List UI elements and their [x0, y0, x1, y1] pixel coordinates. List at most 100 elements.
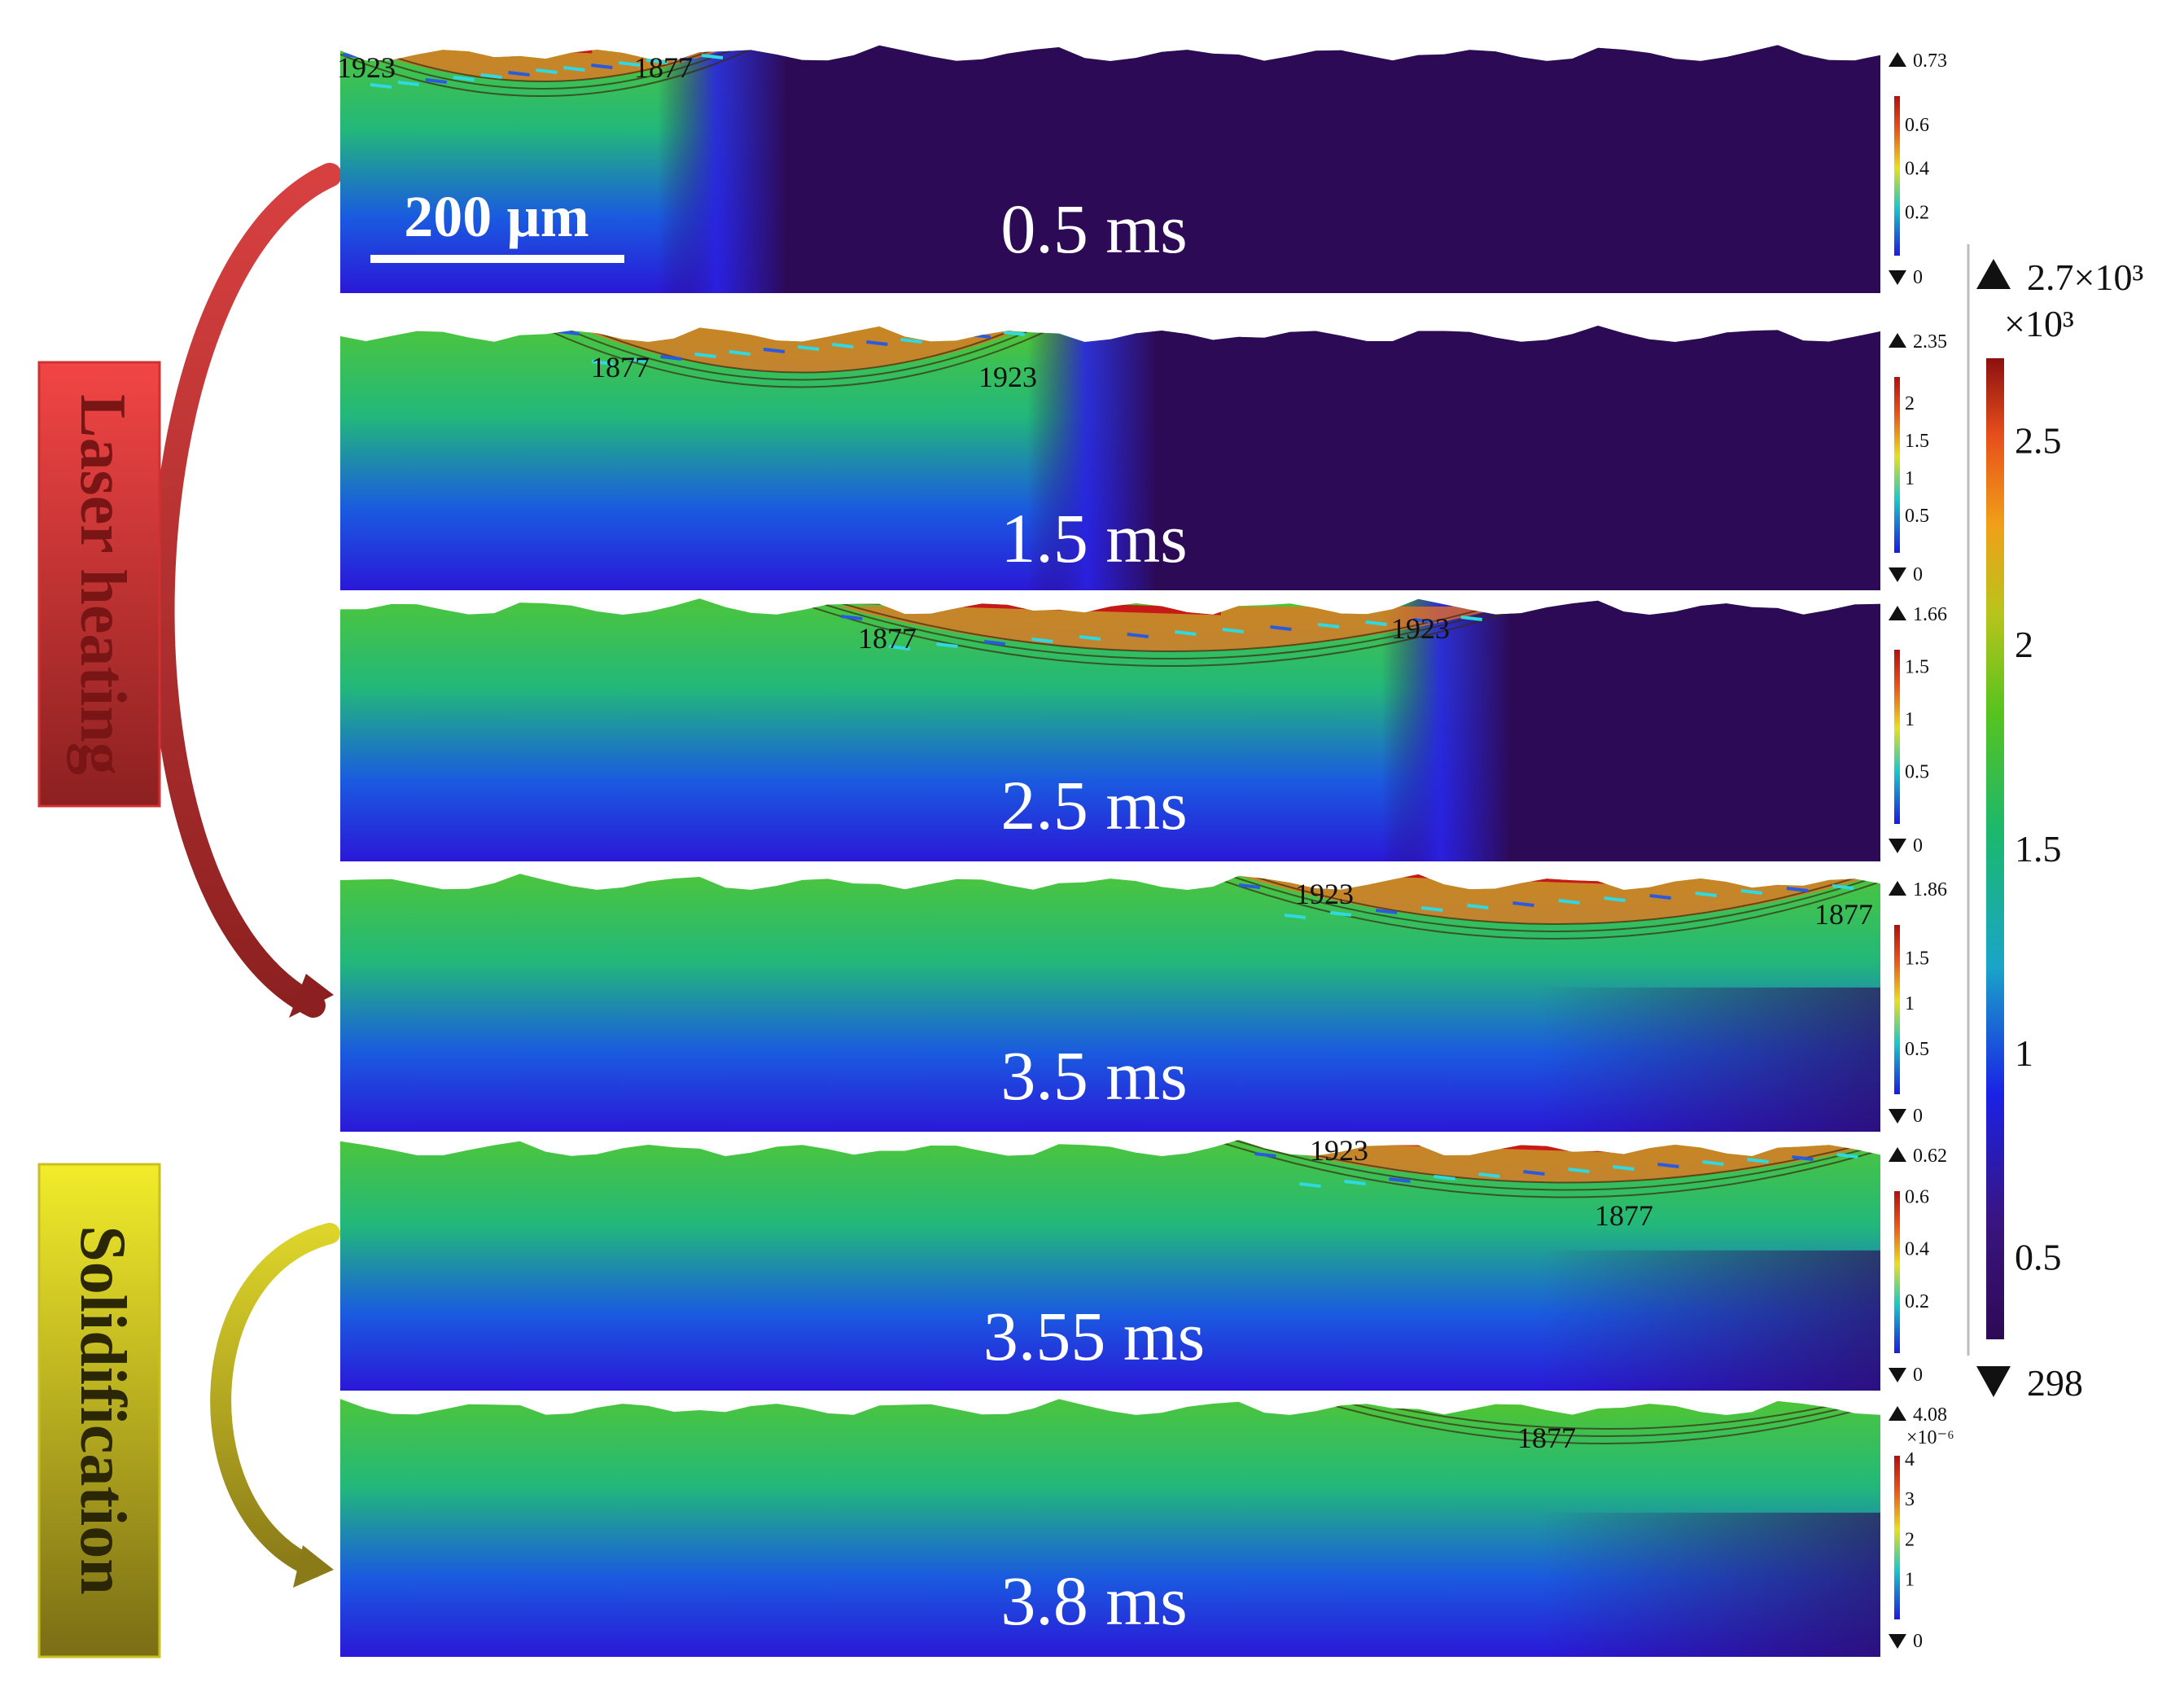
velocity-max-marker [1889, 333, 1906, 348]
velocity-vector [797, 345, 820, 351]
velocity-vector [646, 59, 668, 64]
colorbar-unit-label: ×10³ [2004, 303, 2074, 344]
velocity-max-label: 1.66 [1913, 604, 1947, 625]
velocity-max-label: 2.35 [1913, 331, 1947, 353]
velocity-vector [1786, 887, 1809, 892]
scale-bar-label: 200 µm [404, 184, 589, 249]
isotherm-label: 1877 [1595, 1199, 1653, 1232]
velocity-vector [936, 642, 958, 648]
velocity-vector [660, 355, 682, 361]
velocity-vector [1702, 1160, 1724, 1166]
velocity-vector [536, 68, 558, 74]
isotherm-contour [797, 602, 1539, 667]
velocity-exponent-label: ×10⁻⁶ [1906, 1427, 1954, 1448]
velocity-min-label: 0 [1913, 1106, 1923, 1127]
velocity-tick: 0.5 [1905, 506, 1929, 527]
time-label: 2.5 ms [1000, 766, 1187, 844]
thermal-front [1026, 326, 1158, 590]
velocity-vector [841, 615, 863, 620]
time-label: 3.5 ms [1000, 1036, 1187, 1115]
velocity-vector [480, 73, 502, 79]
time-label: 3.8 ms [1000, 1562, 1187, 1640]
velocity-vector [1317, 623, 1340, 629]
melt-pool [1254, 1144, 1880, 1183]
velocity-vector [831, 343, 854, 348]
velocity-vector [1613, 1165, 1635, 1171]
velocity-tick: 0.5 [1905, 762, 1929, 783]
colorbar-tick: 1.5 [2015, 828, 2062, 870]
velocity-max-marker [1889, 1406, 1906, 1421]
velocity-vector [1421, 906, 1443, 912]
colorbar-ticks: 2.5 2 1.5 1 0.5 [2015, 419, 2062, 1277]
cold-powder-region [786, 45, 1880, 293]
cooling-edge [1538, 1512, 1880, 1657]
velocity-tick: 4 [1905, 1449, 1915, 1470]
velocity-bar [1894, 1191, 1900, 1353]
velocity-vector [701, 54, 724, 59]
phase-laser-heating: Laser heating [37, 361, 161, 808]
colorbar-max-marker [1976, 259, 2011, 289]
heating-arrow [150, 163, 342, 1018]
velocity-vector [1254, 1152, 1276, 1158]
isotherm-contour [1253, 1140, 1880, 1184]
velocity-bar [1894, 377, 1900, 553]
velocity-vector [934, 335, 956, 341]
velocity-vector [1284, 914, 1306, 919]
velocity-tick: 1 [1905, 709, 1915, 730]
velocity-vector [1079, 635, 1101, 641]
velocity-vector [1460, 616, 1482, 621]
cooling-edge [1538, 1250, 1880, 1391]
velocity-tick: 0.6 [1905, 115, 1929, 136]
isotherm-label: 1923 [337, 51, 396, 84]
isotherm-contour [520, 326, 1075, 388]
simulation-panel: 0.5 ms 1923 1877 0.73 0.6 0.4 0.2 0 [337, 45, 1947, 293]
velocity-min-label: 0 [1913, 564, 1923, 585]
isotherm-contour [817, 602, 1523, 659]
velocity-tick: 0.6 [1905, 1186, 1929, 1207]
velocity-vector [563, 66, 585, 72]
velocity-vector [1523, 1170, 1545, 1176]
velocity-tick: 0.4 [1905, 1239, 1929, 1260]
velocity-bar [1894, 96, 1900, 256]
velocity-tick: 0.2 [1905, 202, 1929, 223]
thermal-front [1381, 598, 1512, 861]
velocity-legend: 1.66 1.5 1 0.5 0 [1889, 604, 1947, 857]
velocity-vector [1344, 1180, 1366, 1185]
velocity-max-label: 4.08 [1913, 1404, 1947, 1426]
isotherm-label: 1877 [591, 351, 650, 383]
colorbar-tick: 0.5 [2015, 1237, 2062, 1278]
time-label: 0.5 ms [1000, 190, 1187, 268]
velocity-min-marker [1889, 839, 1906, 853]
velocity-tick: 0.2 [1905, 1291, 1929, 1312]
velocity-max-label: 1.86 [1913, 879, 1947, 900]
colorbar-min-label: 298 [2027, 1362, 2083, 1404]
velocity-max-marker [1889, 52, 1906, 67]
velocity-vector [888, 645, 911, 651]
velocity-vector [1649, 894, 1671, 900]
velocity-bar [1894, 925, 1900, 1094]
velocity-vector [1299, 1182, 1321, 1188]
velocity-vector [763, 348, 786, 353]
isotherm-label: 1877 [1517, 1422, 1576, 1454]
velocity-vector [1747, 1158, 1769, 1163]
isotherm-contour [1216, 874, 1880, 932]
isotherm-contour [1302, 1399, 1880, 1444]
heating-arrow-head [289, 974, 334, 1018]
scale-bar-line [370, 255, 624, 263]
velocity-legend: 0.73 0.6 0.4 0.2 0 [1889, 50, 1947, 288]
velocity-max-label: 0.62 [1913, 1146, 1947, 1167]
isotherm-label: 1923 [1391, 612, 1450, 645]
colorbar-min-marker [1976, 1366, 2011, 1397]
velocity-tick: 3 [1905, 1489, 1915, 1510]
time-label: 3.55 ms [983, 1297, 1205, 1375]
velocity-vector [1376, 909, 1398, 914]
velocity-legend: 0.62 0.6 0.4 0.2 0 [1889, 1146, 1947, 1386]
velocity-vector [900, 338, 922, 344]
velocity-vector [866, 340, 888, 346]
velocity-vector [1389, 1177, 1411, 1183]
colorbar-gradient [1986, 358, 2004, 1339]
velocity-vector [1467, 904, 1489, 909]
velocity-vector [1175, 630, 1197, 636]
surface-flow-arrow [846, 598, 1222, 616]
